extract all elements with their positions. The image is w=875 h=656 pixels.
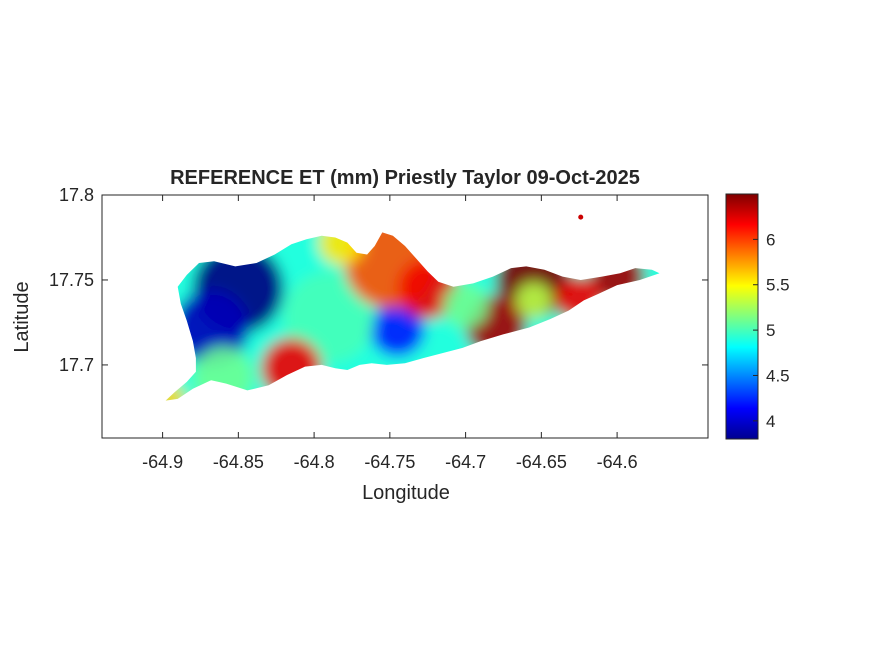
heatmap-hotspot [318,232,365,266]
colorbar-tick-label: 5.5 [766,276,790,295]
colorbar-tick-label: 4.5 [766,366,790,385]
chart-title: REFERENCE ET (mm) Priestly Taylor 09-Oct… [170,167,640,189]
heatmap-hotspot [515,282,552,319]
x-tick-label: -64.65 [516,452,567,472]
x-tick-label: -64.6 [597,452,638,472]
y-tick-label: 17.75 [49,270,94,290]
colorbar-tick-label: 4 [766,412,775,431]
x-tick-label: -64.7 [445,452,486,472]
heatmap-hotspot [283,271,375,363]
x-axis: -64.9 -64.85 -64.8 -64.75 -64.7 -64.65 -64.6 [142,195,638,472]
y-tick-label: 17.7 [59,355,94,375]
colorbar [725,193,759,440]
islet-mark [578,214,584,220]
x-tick-label: -64.85 [213,452,264,472]
heatmap-hotspot [442,282,489,329]
x-axis-label: Longitude [362,482,450,504]
heatmap-hotspot [165,383,186,401]
plot-axes-box [101,194,709,439]
y-axis-label: Latitude [11,281,33,352]
colorbar-ticks: 4 4.5 5 5.5 6 [753,230,790,431]
y-axis: 17.7 17.75 17.8 [49,185,708,375]
x-tick-label: -64.8 [294,452,335,472]
heatmap-hotspot [370,301,425,357]
colorbar-tick-label: 6 [766,230,775,249]
colorbar-tick-label: 5 [766,321,775,340]
x-tick-label: -64.9 [142,452,183,472]
x-tick-label: -64.75 [364,452,415,472]
y-tick-label: 17.8 [59,185,94,205]
